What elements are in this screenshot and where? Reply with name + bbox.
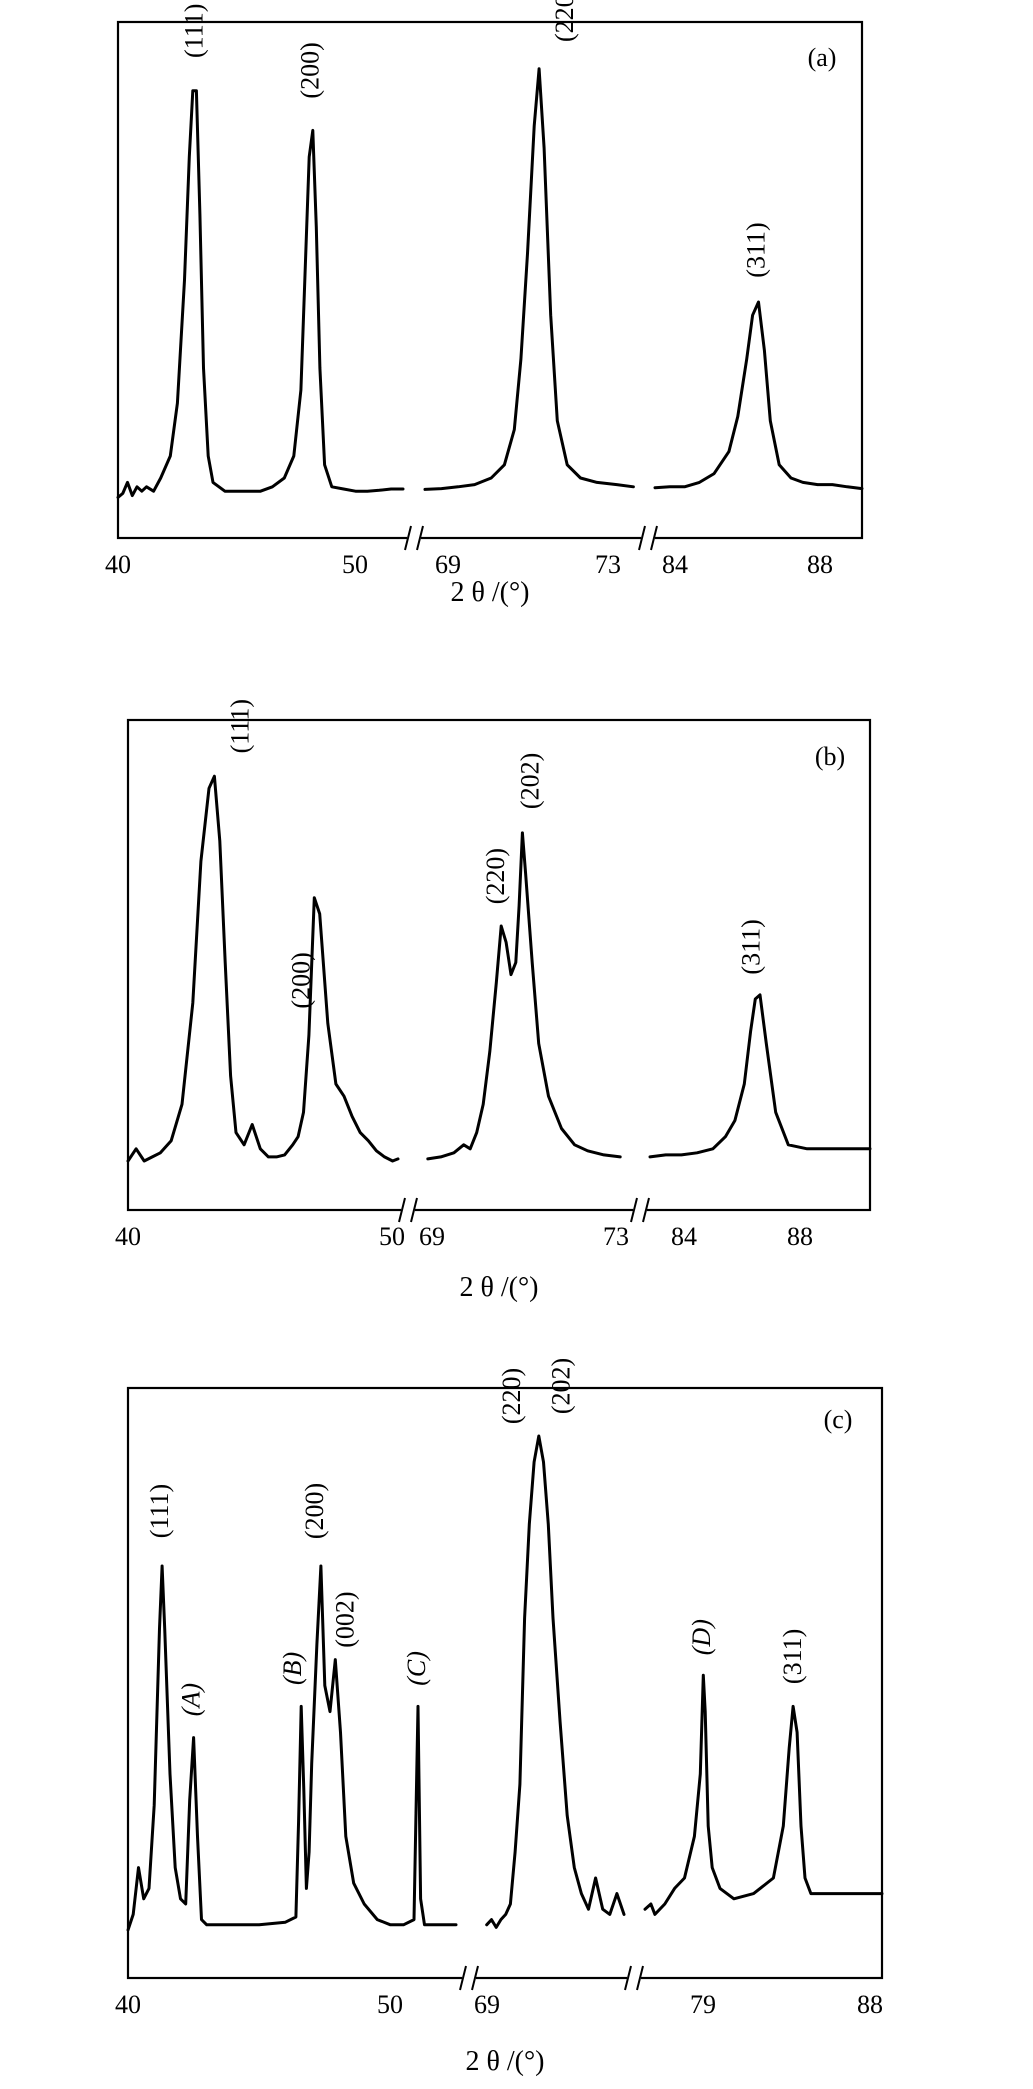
x-tick-label: 50	[377, 1990, 403, 2019]
axis-break-mark	[459, 1965, 479, 1991]
diffraction-curve-segment-2	[426, 831, 622, 1161]
panel-label: (c)	[824, 1405, 853, 1434]
diffraction-curve-segment-3	[648, 993, 872, 1159]
x-axis-label: 2 θ /(°)	[459, 1272, 538, 1303]
x-axis-label: 2 θ /(°)	[465, 2046, 544, 2077]
peak-label: (D)	[687, 1619, 716, 1655]
axis-break-mark	[630, 1197, 650, 1223]
x-tick-label: 84	[671, 1222, 697, 1251]
diffraction-curve-segment-2	[423, 67, 635, 491]
peak-label: (311)	[741, 222, 770, 277]
chart-panel-3: 40 50 69 79 88 2 θ /(°) (c) (111) (A) (B) (200) (00…	[115, 1358, 884, 2077]
x-tick-label: 69	[419, 1222, 445, 1251]
x-tick-label: 88	[857, 1990, 883, 2019]
peak-label: (220)	[481, 848, 510, 904]
peak-label: (C)	[402, 1651, 431, 1686]
chart-panel-2: 40 50 69 73 84 88 2 θ /(°) (b) (111) (200) (220) (2…	[115, 699, 872, 1303]
chart-panel-1: 40 50 69 73 84 88 2 θ /(°) (a) (111) (200) (220) (3…	[105, 0, 864, 608]
diffraction-curve-segment-1	[126, 774, 400, 1163]
x-tick-label: 50	[342, 550, 368, 579]
diffraction-curve-segment-3	[643, 1673, 884, 1916]
panel-label: (b)	[815, 742, 845, 771]
x-tick-label: 73	[603, 1222, 629, 1251]
peak-label: (311)	[778, 1629, 807, 1684]
x-tick-label: 84	[662, 550, 688, 579]
peak-label: (220)	[550, 0, 579, 42]
plot-frame	[126, 718, 872, 1212]
x-tick-label: 40	[105, 550, 131, 579]
peak-label: (B)	[278, 1652, 307, 1685]
x-tick-labels: 40 50 69 73 84 88	[105, 550, 833, 579]
peak-label: (202)	[515, 753, 544, 809]
peak-label: (311)	[737, 919, 766, 974]
plot-frame	[126, 1386, 884, 1980]
diffraction-curve-segment-3	[653, 300, 864, 491]
x-tick-label: 69	[474, 1990, 500, 2019]
diffraction-curve-segment-2	[485, 1434, 626, 1929]
x-tick-label: 40	[115, 1990, 141, 2019]
peak-label: (111)	[145, 1484, 174, 1538]
peak-labels: (111) (200) (220) (202) (311)	[225, 699, 765, 1009]
x-tick-label: 88	[807, 550, 833, 579]
peak-label: (A)	[177, 1683, 206, 1716]
peak-label: (200)	[286, 952, 315, 1008]
x-tick-label: 40	[115, 1222, 141, 1251]
peak-labels: (111) (200) (220) (311)	[179, 0, 770, 278]
x-tick-label: 69	[435, 550, 461, 579]
axis-break-mark	[624, 1965, 644, 1991]
x-tick-label: 88	[787, 1222, 813, 1251]
peak-label: (220)	[497, 1368, 526, 1424]
x-tick-labels: 40 50 69 73 84 88	[115, 1222, 813, 1251]
peak-label: (200)	[296, 42, 325, 98]
x-tick-label: 73	[595, 550, 621, 579]
peak-label: (200)	[300, 1483, 329, 1539]
peak-labels: (111) (A) (B) (200) (002) (C) (220) (202) (D) (31…	[145, 1358, 807, 1716]
peak-label: (002)	[330, 1591, 359, 1647]
panel-label: (a)	[808, 43, 837, 72]
x-tick-label: 50	[379, 1222, 405, 1251]
x-tick-labels: 40 50 69 79 88	[115, 1990, 883, 2019]
peak-label: (111)	[179, 4, 208, 58]
plot-frame	[116, 20, 864, 540]
axis-break-mark	[404, 525, 424, 551]
axis-break-mark	[638, 525, 658, 551]
peak-label: (111)	[225, 699, 254, 753]
x-axis-label: 2 θ /(°)	[450, 577, 529, 608]
x-tick-label: 79	[690, 1990, 716, 2019]
axis-break-mark	[398, 1197, 418, 1223]
diffraction-curve-segment-1	[126, 1564, 458, 1932]
peak-label: (202)	[547, 1358, 576, 1414]
diffraction-curve-segment-1	[116, 89, 405, 499]
